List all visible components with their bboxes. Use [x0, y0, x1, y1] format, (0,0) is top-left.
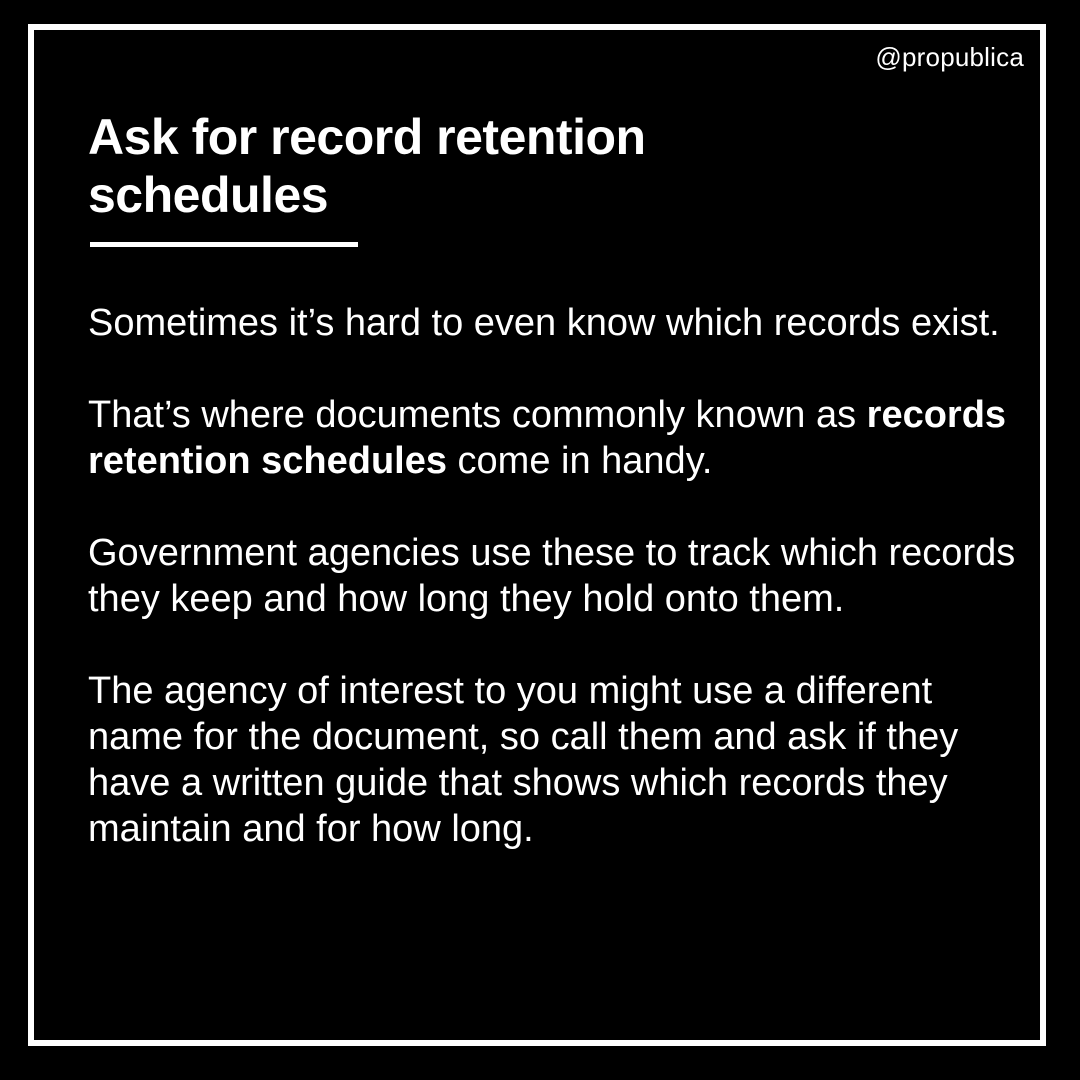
paragraph-2-prefix: That’s where documents commonly known as — [88, 394, 867, 436]
body-text: Sometimes it’s hard to even know which r… — [88, 300, 1018, 898]
title-underline — [90, 242, 358, 247]
paragraph-2: That’s where documents commonly known as… — [88, 392, 1018, 484]
title-line-2: schedules — [88, 167, 329, 223]
title-line-1: Ask for record retention — [88, 109, 646, 165]
paragraph-4: The agency of interest to you might use … — [88, 670, 959, 850]
paragraph-2-suffix: come in handy. — [446, 440, 713, 482]
page-title: Ask for record retention schedules — [88, 108, 888, 224]
account-handle: @propublica — [875, 42, 1024, 72]
paragraph-2-bold: records retention schedules — [88, 394, 1007, 482]
paragraph-1: Sometimes it’s hard to even know which r… — [88, 302, 1000, 344]
paragraph-3: Government agencies use these to track w… — [88, 532, 1016, 620]
white-border-frame — [28, 24, 1046, 1046]
